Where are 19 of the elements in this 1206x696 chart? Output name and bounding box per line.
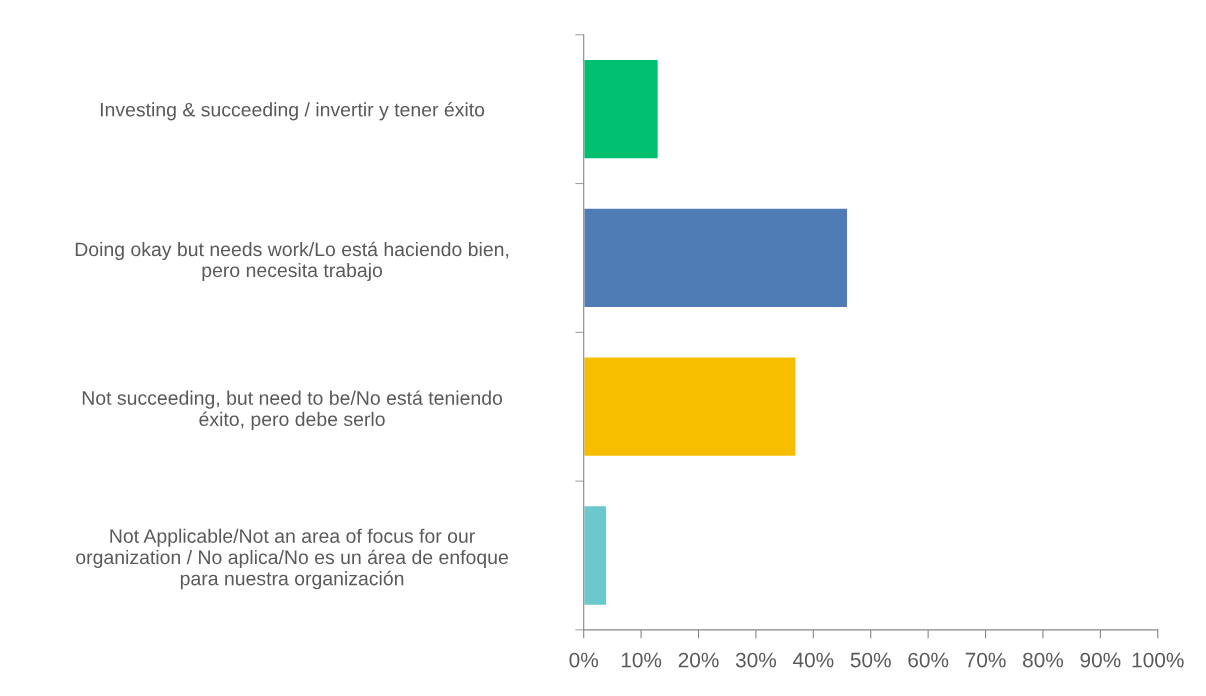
y-tick-label: Not Applicable/Not an area of focus for our organization / No aplica/No es un área de enfoque para nuestra organización xyxy=(76,528,508,590)
x-tick-label: 20% xyxy=(678,652,719,668)
x-tick-label: 60% xyxy=(908,652,949,668)
x-tick-label: 100% xyxy=(1132,652,1184,668)
x-tick-label: 90% xyxy=(1080,652,1121,668)
y-tick-label: Doing okay but needs work/Lo está haciendo bien, pero necesita trabajo xyxy=(75,241,509,282)
bar xyxy=(583,58,660,160)
bar xyxy=(583,356,797,458)
x-tick-label: 10% xyxy=(621,652,662,668)
y-tick-label: Investing & succeeding / invertir y tener éxito xyxy=(100,102,485,121)
x-tick-label: 0% xyxy=(569,652,599,668)
x-tick-label: 50% xyxy=(850,652,891,668)
x-tick-label: 70% xyxy=(965,652,1006,668)
x-tick-label: 30% xyxy=(735,652,777,668)
bar xyxy=(583,504,608,607)
x-tick-label: 40% xyxy=(792,652,834,668)
bar xyxy=(583,207,849,309)
y-tick-label: Not succeeding, but need to be/No está teniendo éxito, pero debe serlo xyxy=(82,390,503,430)
x-tick-label: 80% xyxy=(1023,652,1064,668)
